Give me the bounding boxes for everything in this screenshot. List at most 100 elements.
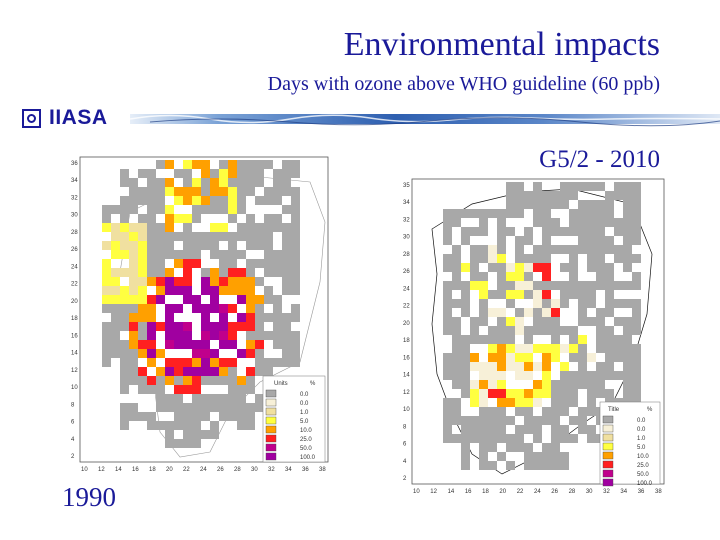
map-1990-grid-cell bbox=[147, 358, 156, 367]
legend-class-label: 25.0 bbox=[637, 463, 649, 469]
map-2010-grid-cell bbox=[560, 326, 569, 335]
map-2010-grid-cell bbox=[578, 209, 587, 218]
map-1990-grid-cell bbox=[156, 178, 165, 187]
map-1990-grid-cell bbox=[264, 214, 273, 223]
map-2010-grid-cell bbox=[506, 281, 515, 290]
map-2010-grid-cell bbox=[578, 182, 587, 191]
map-2010-grid-cell bbox=[551, 380, 560, 389]
map-1990-grid-cell bbox=[255, 313, 264, 322]
map-1990-grid-cell bbox=[156, 403, 165, 412]
map-1990-grid-cell bbox=[129, 196, 138, 205]
map-1990-grid-cell bbox=[210, 295, 219, 304]
map-2010-grid-cell bbox=[623, 218, 632, 227]
map-2010-grid-cell bbox=[578, 227, 587, 236]
map-1990-grid-cell bbox=[282, 313, 291, 322]
map-1990-grid-cell bbox=[282, 340, 291, 349]
map-2010-grid-cell bbox=[596, 236, 605, 245]
map-1990-grid-cell bbox=[219, 169, 228, 178]
map-1990-grid-cell bbox=[228, 358, 237, 367]
map-1990-grid-cell bbox=[228, 304, 237, 313]
map-2010-grid-cell bbox=[542, 200, 551, 209]
map-2010-grid-cell bbox=[497, 344, 506, 353]
map-1990-grid-cell bbox=[264, 367, 273, 376]
map-1990-grid-cell bbox=[273, 322, 282, 331]
map-2010-grid-cell bbox=[524, 452, 533, 461]
map-1990-grid-cell bbox=[129, 268, 138, 277]
map-2010-grid-cell bbox=[551, 389, 560, 398]
map-1990-grid-cell bbox=[273, 187, 282, 196]
map-2010-grid-cell bbox=[479, 434, 488, 443]
map-2010-grid-cell bbox=[569, 209, 578, 218]
x-tick-label: 26 bbox=[217, 467, 224, 473]
map-2010-grid-cell bbox=[578, 236, 587, 245]
map-1990-grid-cell bbox=[192, 340, 201, 349]
map-2010-grid-cell bbox=[452, 245, 461, 254]
map-1990-grid-cell bbox=[183, 403, 192, 412]
map-1990-grid-cell bbox=[219, 313, 228, 322]
x-tick-label: 22 bbox=[183, 467, 190, 473]
map-1990-grid-cell bbox=[228, 277, 237, 286]
y-tick-label: 20 bbox=[403, 321, 410, 327]
map-2010-grid-cell bbox=[461, 434, 470, 443]
map-2010-grid-cell bbox=[632, 380, 641, 389]
map-2010-grid-cell bbox=[605, 236, 614, 245]
map-2010-grid-cell bbox=[614, 299, 623, 308]
map-1990-grid-cell bbox=[210, 349, 219, 358]
map-2010-grid-cell bbox=[515, 254, 524, 263]
map-2010-grid-cell bbox=[542, 218, 551, 227]
x-tick-label: 14 bbox=[115, 467, 122, 473]
map-2010-grid-cell bbox=[515, 434, 524, 443]
map-1990-grid-cell bbox=[138, 232, 147, 241]
map-2010-grid-cell bbox=[515, 272, 524, 281]
y-tick-label: 8 bbox=[71, 402, 75, 408]
map-1990-grid-cell bbox=[246, 313, 255, 322]
map-2010-grid-cell bbox=[515, 353, 524, 362]
map-2010-grid-cell bbox=[506, 227, 515, 236]
map-1990-grid-cell bbox=[291, 259, 300, 268]
map-2010-grid-cell bbox=[506, 335, 515, 344]
map-1990-grid-cell bbox=[183, 250, 192, 259]
y-tick-label: 36 bbox=[71, 161, 78, 167]
map-1990-grid-cell bbox=[102, 349, 111, 358]
map-1990-grid-cell bbox=[237, 277, 246, 286]
map-1990-grid-cell bbox=[228, 286, 237, 295]
map-2010-grid-cell bbox=[533, 389, 542, 398]
map-1990-grid-cell bbox=[138, 187, 147, 196]
map-2010-grid-cell bbox=[596, 218, 605, 227]
map-1990-grid-cell bbox=[129, 349, 138, 358]
map-1990-grid-cell bbox=[282, 358, 291, 367]
map-1990-grid-cell bbox=[228, 169, 237, 178]
map-1990-grid-cell bbox=[201, 304, 210, 313]
map-1990-grid-cell bbox=[273, 340, 282, 349]
map-2010-grid-cell bbox=[587, 200, 596, 209]
map-2010-grid-cell bbox=[515, 191, 524, 200]
map-2010-grid-cell bbox=[506, 353, 515, 362]
map-2010-grid-cell bbox=[515, 362, 524, 371]
map-1990-grid-cell bbox=[165, 268, 174, 277]
map-2010-grid-cell bbox=[488, 263, 497, 272]
map-1990-grid-cell bbox=[246, 223, 255, 232]
map-1990-grid-cell bbox=[174, 340, 183, 349]
map-2010-grid-cell bbox=[623, 281, 632, 290]
y-tick-label: 12 bbox=[71, 368, 78, 374]
map-2010-grid-cell bbox=[524, 371, 533, 380]
map-1990-grid-cell bbox=[219, 187, 228, 196]
map-1990-grid-cell bbox=[228, 340, 237, 349]
map-2010-grid-cell bbox=[560, 263, 569, 272]
map-2010-grid-cell bbox=[632, 218, 641, 227]
map-2010-grid-cell bbox=[533, 290, 542, 299]
map-2010-grid-cell bbox=[497, 272, 506, 281]
map-1990-grid-cell bbox=[192, 376, 201, 385]
map-2010-grid-cell bbox=[488, 344, 497, 353]
x-tick-label: 38 bbox=[319, 467, 326, 473]
map-2010-grid-cell bbox=[569, 218, 578, 227]
y-tick-label: 26 bbox=[71, 247, 78, 253]
map-2010-grid-cell bbox=[542, 254, 551, 263]
map-1990-grid-cell bbox=[255, 196, 264, 205]
map-1990-grid-cell bbox=[111, 322, 120, 331]
map-2010-grid-cell bbox=[452, 353, 461, 362]
map-2010-grid-cell bbox=[596, 209, 605, 218]
map-1990-grid-cell bbox=[174, 304, 183, 313]
map-2010-grid-cell bbox=[533, 425, 542, 434]
map-2010-grid-cell bbox=[542, 407, 551, 416]
